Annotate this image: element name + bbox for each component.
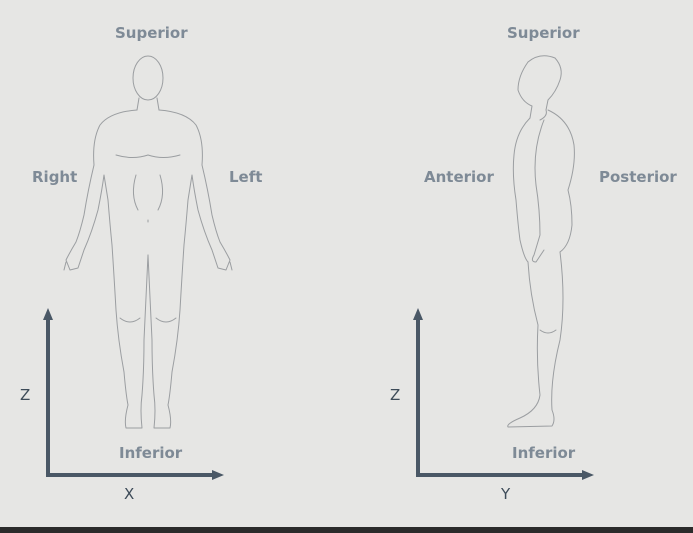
side-inferior-label: Inferior [512,444,576,462]
side-superior-label: Superior [507,24,580,42]
side-z-axis-label: Z [390,386,401,404]
side-body-figure [507,55,575,428]
front-z-arrowhead [43,308,53,320]
side-axes [413,308,594,480]
front-body-figure [63,55,233,429]
front-axes [43,308,224,480]
side-z-arrowhead [413,308,423,320]
bottom-bar [0,527,693,533]
front-superior-label: Superior [115,24,188,42]
side-y-axis-label: Y [501,485,511,503]
side-posterior-label: Posterior [599,168,677,186]
front-x-axis-label: X [124,485,135,503]
front-x-arrowhead [212,470,224,480]
side-anterior-label: Anterior [424,168,494,186]
front-right-label: Right [32,168,78,186]
front-inferior-label: Inferior [119,444,183,462]
side-y-arrowhead [582,470,594,480]
front-left-label: Left [229,168,263,186]
front-z-axis-label: Z [20,386,31,404]
